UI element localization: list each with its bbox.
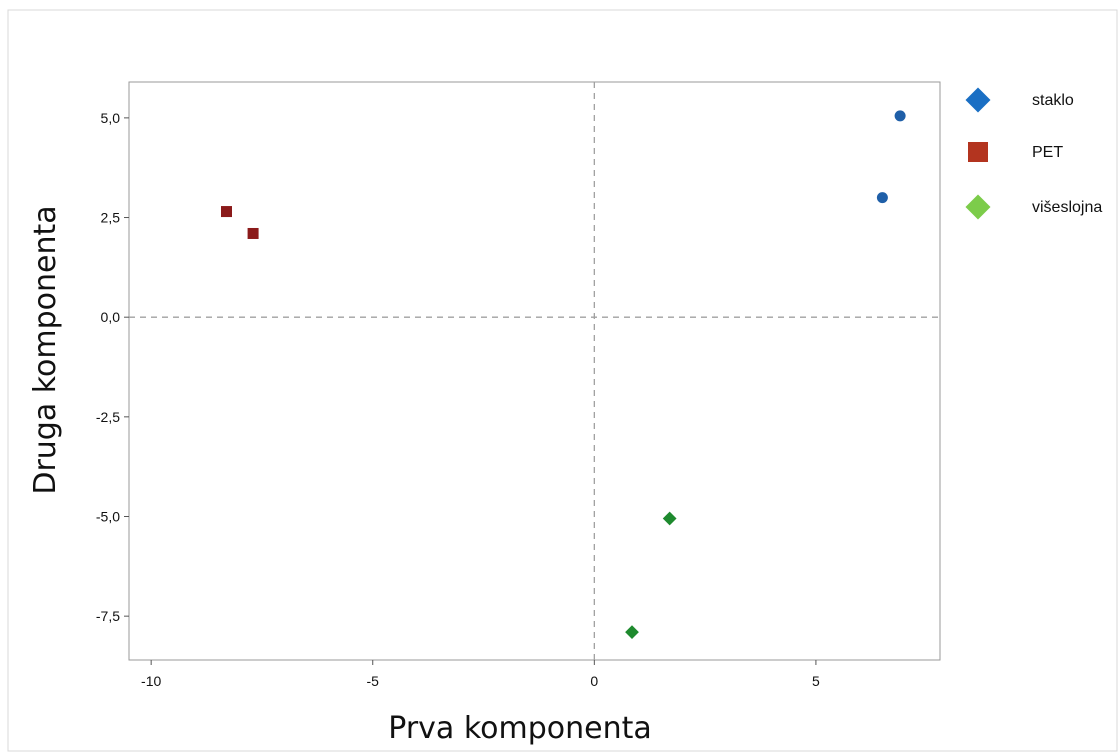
- legend-marker: [965, 194, 991, 220]
- y-tick-label: -5,0: [96, 508, 120, 524]
- data-point: [876, 192, 888, 204]
- y-tick-label: 0,0: [101, 309, 121, 325]
- legend-label: PET: [1032, 144, 1063, 161]
- x-axis-title: Prva komponenta: [388, 711, 651, 746]
- y-tick-label: 2,5: [101, 210, 121, 226]
- x-axis-ticks: -10 -5 0 5: [141, 660, 820, 689]
- y-axis-title: Druga komponenta: [28, 205, 63, 494]
- data-point: [625, 625, 639, 639]
- y-axis-ticks: 5,0 2,5 0,0 -2,5 -5,0 -7,5: [96, 110, 129, 624]
- data-point: [247, 227, 259, 239]
- data-points: [220, 110, 906, 639]
- y-tick-label: -2,5: [96, 409, 120, 425]
- legend-label: višeslojna: [1032, 199, 1102, 216]
- legend-label: staklo: [1032, 92, 1074, 109]
- reference-lines: [129, 82, 940, 660]
- x-tick-label: -10: [141, 673, 161, 689]
- x-tick-label: 5: [812, 673, 820, 689]
- x-tick-label: 0: [590, 673, 598, 689]
- x-tick-label: -5: [367, 673, 380, 689]
- legend-marker: [965, 87, 991, 113]
- data-point: [894, 110, 906, 122]
- y-tick-label: 5,0: [101, 110, 121, 126]
- plot-area: [128, 81, 941, 661]
- data-point: [220, 206, 232, 218]
- legend-marker: [968, 142, 988, 162]
- data-point: [662, 511, 677, 526]
- legend: staklo PET višeslojna: [965, 87, 1102, 220]
- y-tick-label: -7,5: [96, 608, 120, 624]
